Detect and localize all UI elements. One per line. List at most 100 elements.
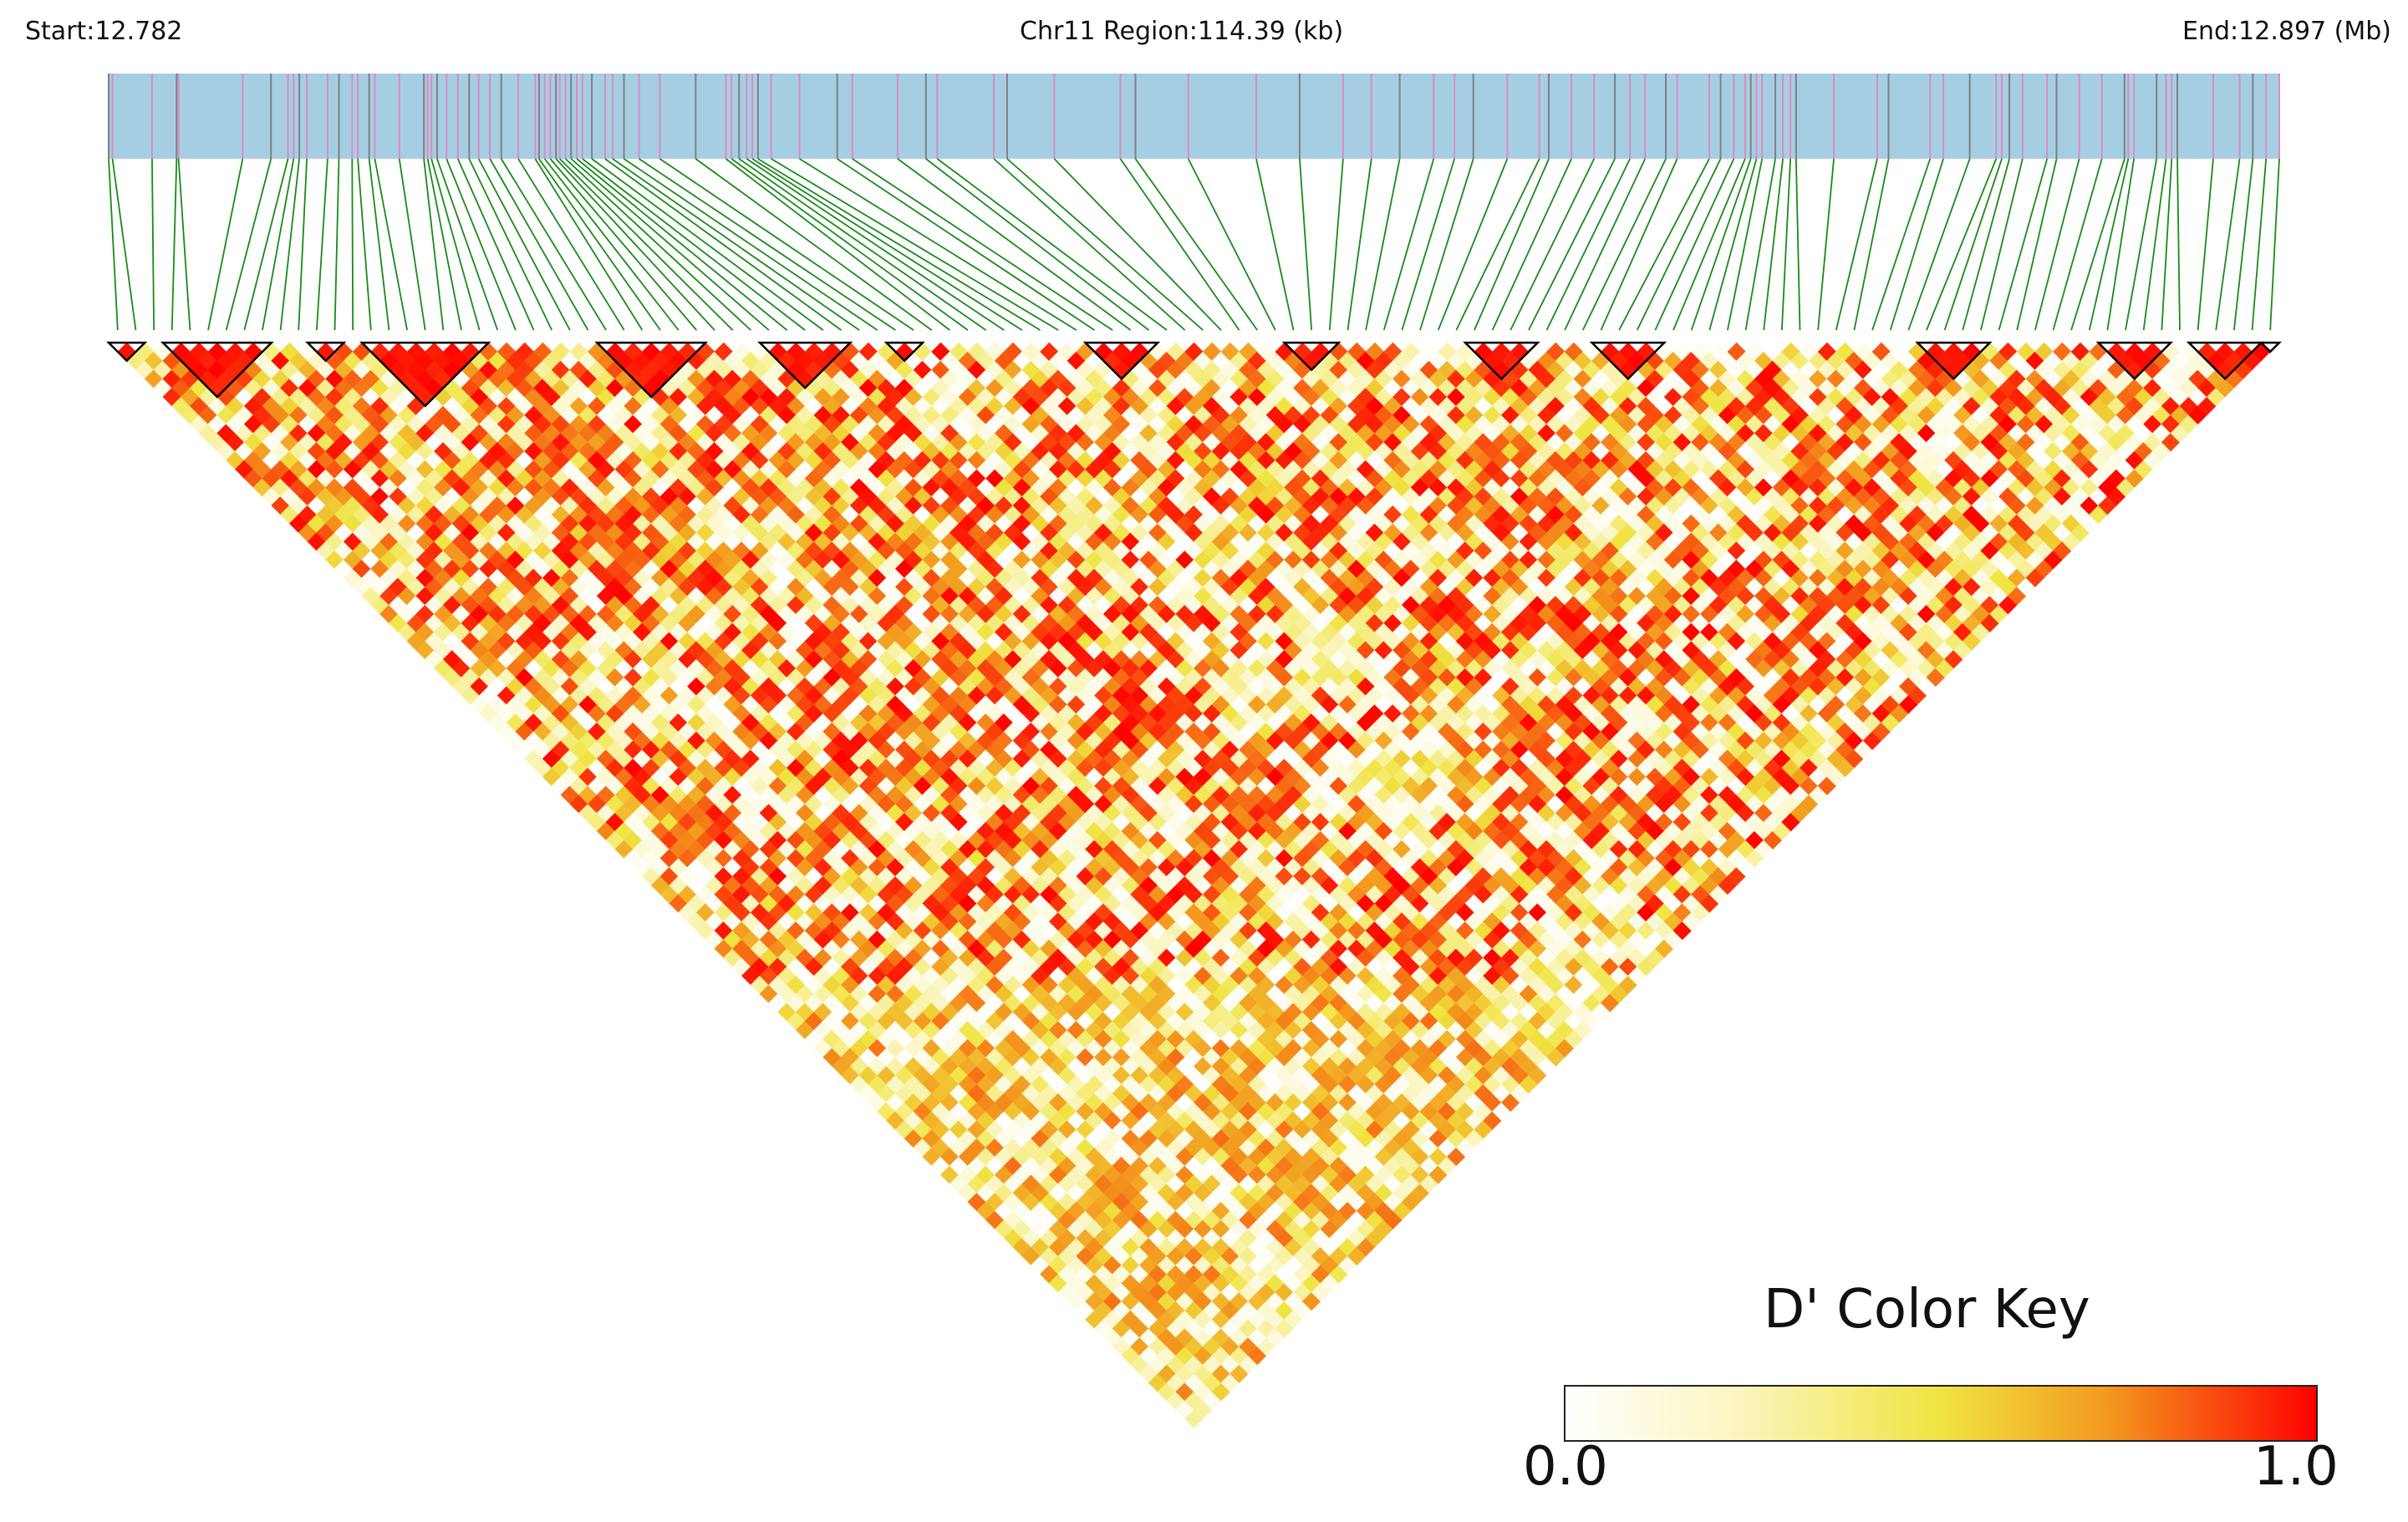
snp-connector-line: [477, 158, 571, 331]
snp-connector-line: [771, 158, 1059, 331]
snp-connector-line: [534, 158, 644, 331]
region-start-label: Start:12.782: [25, 17, 183, 46]
snp-connector-line: [757, 158, 1041, 331]
snp-connector-line: [1545, 158, 1631, 331]
snp-connector-line: [2106, 158, 2136, 331]
snp-connector-line: [1564, 158, 1647, 331]
snp-connector-line: [333, 158, 340, 331]
snp-connector-line: [2142, 158, 2167, 331]
snp-connector-line: [570, 158, 770, 331]
snp-connector-line: [993, 158, 1186, 331]
snp-connector-line: [2161, 158, 2173, 331]
snp-connector-line: [2197, 158, 2214, 331]
snp-connector-line: [315, 158, 328, 331]
snp-connector-line: [2251, 158, 2268, 331]
snp-connector-line: [1636, 158, 1722, 331]
snp-connector-line: [436, 158, 499, 331]
snp-connector-line: [1600, 158, 1678, 331]
snp-connector-line: [1690, 158, 1752, 331]
snp-connector-line: [624, 158, 878, 331]
snp-connector-line: [591, 158, 824, 331]
snp-connector-line: [1255, 158, 1295, 331]
snp-connector-lines: [108, 158, 2280, 331]
snp-connector-line: [1780, 158, 1792, 331]
snp-connector-line: [639, 158, 896, 331]
snp-connector-line: [1491, 158, 1572, 331]
snp-connector-line: [500, 158, 607, 331]
snp-connector-line: [1817, 158, 1835, 331]
snp-connector-line: [279, 158, 300, 331]
snp-connector-line: [298, 158, 308, 331]
snp-connector-line: [1998, 158, 2049, 331]
snp-connector-line: [549, 158, 698, 331]
snp-connector-line: [2215, 158, 2241, 331]
snp-connector-line: [108, 158, 119, 331]
snp-connector-line: [357, 158, 372, 331]
snp-connector-line: [517, 158, 625, 331]
snp-connector-line: [612, 158, 860, 331]
snp-connector-line: [2176, 158, 2181, 331]
snp-connector-line: [1006, 158, 1204, 331]
snp-connector-line: [1618, 158, 1710, 331]
snp-connector-line: [2016, 158, 2058, 331]
snp-connector-line: [1134, 158, 1258, 331]
snp-connector-line: [456, 158, 535, 331]
snp-connector-line: [1980, 158, 2024, 331]
snp-connector-line: [1437, 158, 1509, 331]
snp-connector-line: [445, 158, 517, 331]
gene-track: [108, 74, 2280, 159]
snp-connector-line: [368, 158, 390, 331]
snp-connector-line: [1401, 158, 1456, 331]
snp-connector-line: [2088, 158, 2130, 331]
snp-connector-line: [925, 158, 1149, 331]
snp-connector-line: [738, 158, 987, 331]
snp-connector-line: [1299, 158, 1313, 331]
snp-connector-line: [1889, 158, 1944, 331]
snp-connector-line: [604, 158, 843, 331]
snp-connector-line: [1474, 158, 1550, 331]
snp-connector-line: [2233, 158, 2254, 331]
snp-connector-line: [398, 158, 426, 331]
snp-connector-line: [1835, 158, 1878, 331]
snp-connector-line: [2125, 158, 2158, 331]
snp-connector-line: [2052, 158, 2103, 331]
snp-connector-line: [243, 158, 289, 331]
snp-connector-line: [564, 158, 751, 331]
snp-connector-line: [423, 158, 445, 331]
snp-connector-line: [1744, 158, 1776, 331]
snp-connector-line: [1119, 158, 1240, 331]
snp-connector-line: [430, 158, 481, 331]
snp-connector-line: [695, 158, 933, 331]
snp-connector-line: [151, 158, 155, 331]
snp-connector-line: [1455, 158, 1540, 331]
snp-connector-line: [582, 158, 806, 331]
snp-connector-line: [731, 158, 969, 331]
snp-connector-line: [1528, 158, 1616, 331]
snp-connector-line: [1328, 158, 1344, 331]
region-title: Chr11 Region:114.39 (kb): [1020, 17, 1344, 46]
snp-connector-line: [2070, 158, 2125, 331]
snp-connector-line: [225, 158, 272, 331]
snp-connector-line: [1382, 158, 1435, 331]
snp-connector-line: [576, 158, 788, 331]
snp-connector-line: [538, 158, 661, 331]
gene-track-band: [109, 74, 2279, 159]
snp-connector-line: [1672, 158, 1746, 331]
snp-connector-line: [799, 158, 1077, 331]
snp-connector-line: [1365, 158, 1401, 331]
snp-connector-line: [746, 158, 1005, 331]
snp-connector-line: [1871, 158, 1932, 331]
region-end-label: End:12.897 (Mb): [2182, 17, 2391, 46]
snp-connector-line: [1708, 158, 1758, 331]
snp-connector-line: [897, 158, 1132, 331]
snp-connector-line: [837, 158, 1095, 331]
snp-connector-line: [1962, 158, 2010, 331]
snp-connector-line: [725, 158, 950, 331]
snp-connector-line: [1907, 158, 1971, 331]
snp-connector-line: [374, 158, 408, 331]
snp-connector-line: [2269, 158, 2280, 331]
snp-connector-line: [936, 158, 1168, 331]
snp-connector-line: [543, 158, 680, 331]
snp-connector-line: [262, 158, 295, 331]
snp-connector-line: [1347, 158, 1372, 331]
